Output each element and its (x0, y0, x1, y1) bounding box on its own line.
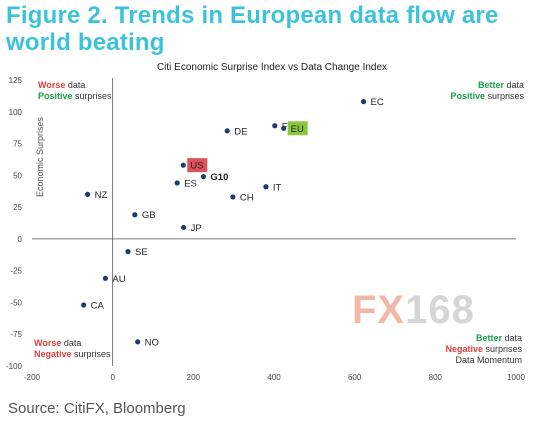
y-tick-label: -75 (10, 330, 22, 339)
y-tick-label: -25 (10, 267, 22, 276)
point-label-de: DE (234, 126, 247, 137)
y-tick-label: 75 (13, 140, 22, 149)
x-tick-label: -200 (24, 373, 41, 382)
x-tick-label: 1000 (507, 373, 525, 382)
point-au (102, 275, 109, 281)
point-fr (272, 123, 278, 129)
point-label-eu: EU (291, 124, 304, 135)
y-tick-label: 50 (13, 171, 22, 180)
quadrant-label-bottom-right: Better data Negative surprises Data Mome… (445, 333, 522, 365)
point-label-jp: JP (191, 223, 202, 234)
point-us (180, 162, 186, 168)
x-axis-label: Data Momentum (455, 355, 522, 365)
point-jp (181, 224, 187, 231)
y-tick-label: 100 (9, 108, 23, 117)
point-gb (132, 212, 138, 218)
fx168-watermark-logo: FX168 (352, 288, 475, 332)
tick-labels: -100 -75 -50 -25 0 25 50 75 100 125 -200 0 200 400 600… (6, 76, 525, 382)
x-tick-label: 0 (110, 373, 115, 382)
quadrant-label-top-left: Worse data Positive surprises (38, 80, 112, 101)
point-no (135, 339, 141, 345)
figure-title: Figure 2. Trends in European data flow a… (6, 2, 499, 56)
point-label-ch: CH (240, 192, 254, 203)
y-tick-label: 0 (18, 235, 23, 244)
x-tick-label: 600 (348, 373, 362, 382)
point-label-us: US (190, 161, 203, 172)
highlight-box-eu (287, 121, 308, 136)
source-note: Source: CitiFX, Bloomberg (8, 400, 186, 417)
point-label-se: SE (135, 247, 148, 258)
quadrant-label-top-right: Better data Positive surprises (450, 80, 524, 101)
point-label-au: AU (112, 274, 125, 285)
point-label-no: NO (145, 337, 159, 348)
y-tick-label: -100 (6, 362, 23, 371)
point-label-nz: NZ (95, 190, 108, 201)
axes (32, 78, 516, 366)
highlight-box-us (187, 158, 208, 173)
y-tick-label: 25 (13, 203, 22, 212)
y-axis-label: Economic Surprises (35, 116, 45, 197)
chart-title: Citi Economic Surprise Index vs Data Cha… (156, 62, 388, 73)
point-it (263, 184, 269, 190)
point-eu (281, 125, 287, 131)
point-nz (85, 191, 91, 197)
quadrant-label-bottom-left: Worse data Negative surprises (34, 338, 111, 359)
point-ca (81, 302, 87, 308)
point-label-gb: GB (142, 210, 156, 221)
y-tick-label: 125 (9, 76, 23, 85)
y-tick-label: -50 (10, 298, 22, 307)
point-label-g10: G10 (210, 172, 228, 183)
x-tick-label: 800 (429, 373, 443, 382)
data-points: ECFREUDEUSG10ESITCHNZGBJPSEAUCANO (81, 97, 384, 348)
point-ec (360, 99, 367, 105)
point-g10 (200, 174, 207, 180)
point-label-ec: EC (371, 97, 384, 108)
point-es (174, 180, 180, 186)
x-tick-label: 200 (187, 373, 201, 382)
point-se (125, 249, 131, 255)
x-tick-label: 400 (267, 373, 281, 382)
point-label-ca: CA (91, 300, 105, 311)
point-label-it: IT (273, 182, 282, 193)
point-ch (230, 194, 236, 200)
point-de (224, 128, 230, 134)
point-label-es: ES (184, 178, 197, 189)
